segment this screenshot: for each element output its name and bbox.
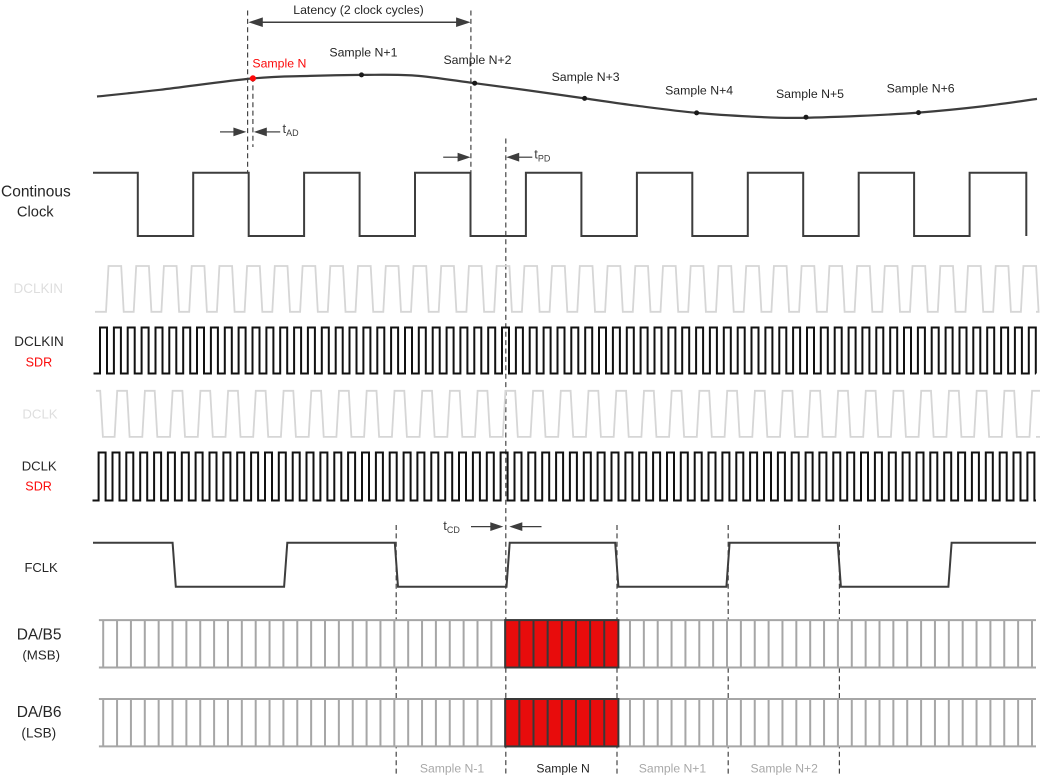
svg-text:DCLK: DCLK	[22, 459, 57, 474]
svg-text:Sample N+1: Sample N+1	[329, 46, 397, 60]
svg-text:Sample N+2: Sample N+2	[443, 53, 511, 67]
svg-text:(MSB): (MSB)	[22, 648, 60, 663]
svg-text:Sample N: Sample N	[536, 761, 590, 775]
svg-text:SDR: SDR	[25, 480, 52, 494]
svg-text:Sample N+3: Sample N+3	[552, 70, 620, 84]
svg-text:Clock: Clock	[17, 205, 54, 221]
svg-text:Sample N+4: Sample N+4	[665, 84, 733, 98]
svg-text:Sample N+1: Sample N+1	[639, 761, 707, 775]
svg-text:Sample N: Sample N	[252, 56, 306, 70]
svg-text:FCLK: FCLK	[24, 560, 58, 575]
svg-text:DA/B6: DA/B6	[17, 704, 62, 721]
svg-text:SDR: SDR	[26, 356, 53, 370]
svg-text:tPD: tPD	[534, 147, 551, 164]
svg-text:DCLKIN: DCLKIN	[14, 281, 64, 296]
svg-text:Continous: Continous	[1, 183, 71, 200]
svg-text:Sample N-1: Sample N-1	[420, 761, 485, 775]
svg-text:DCLK: DCLK	[22, 407, 57, 422]
svg-text:tAD: tAD	[283, 121, 300, 138]
svg-text:Sample N+5: Sample N+5	[776, 87, 844, 101]
svg-text:tCD: tCD	[443, 518, 460, 535]
svg-text:(LSB): (LSB)	[21, 726, 56, 741]
svg-text:Latency (2 clock cycles): Latency (2 clock cycles)	[293, 3, 424, 17]
svg-text:DCLKIN: DCLKIN	[14, 334, 64, 349]
svg-text:Sample N+2: Sample N+2	[750, 761, 818, 775]
svg-text:DA/B5: DA/B5	[17, 627, 62, 644]
svg-text:Sample N+6: Sample N+6	[887, 82, 955, 96]
